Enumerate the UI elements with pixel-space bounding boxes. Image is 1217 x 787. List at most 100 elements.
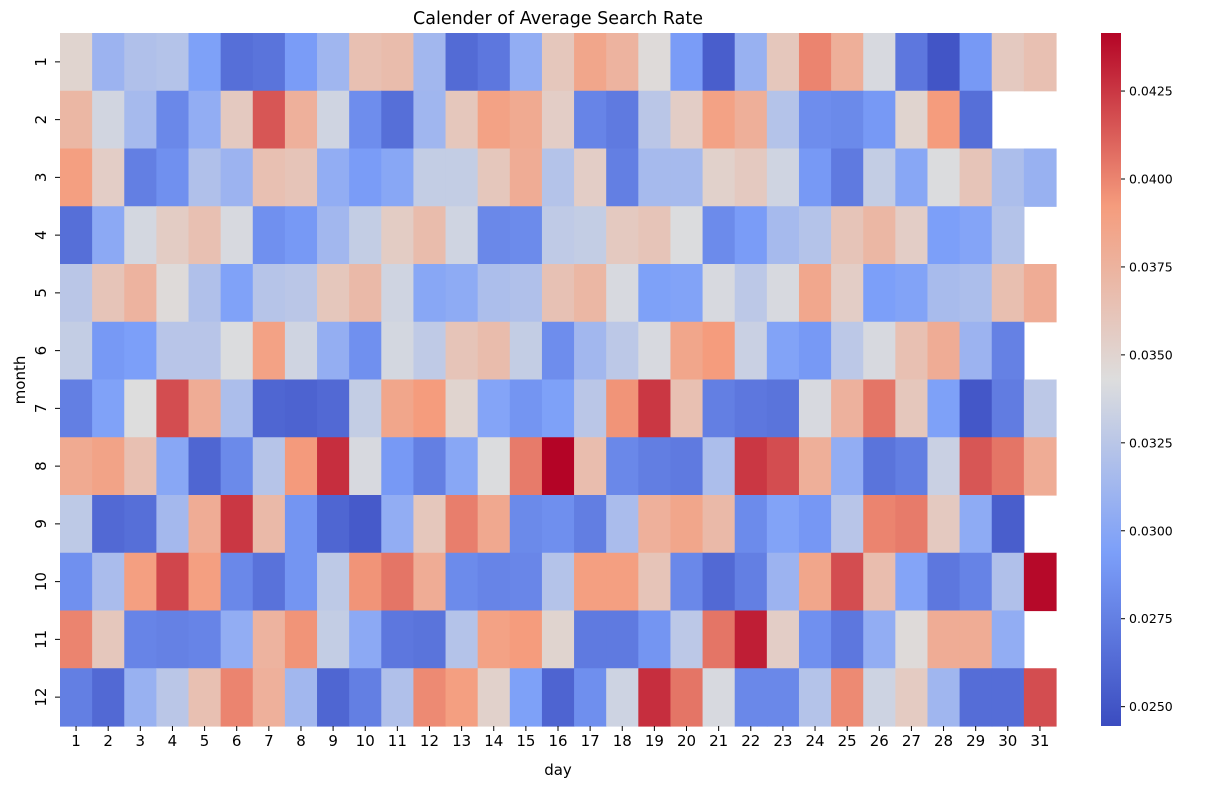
heatmap-cell <box>734 495 768 554</box>
heatmap-cell <box>541 148 575 207</box>
heatmap-cell <box>349 552 382 612</box>
heatmap-cell <box>574 437 607 496</box>
heatmap-cell <box>381 495 415 554</box>
heatmap-cell <box>1023 552 1057 612</box>
heatmap-cell <box>381 437 415 496</box>
heatmap-cell <box>606 206 639 265</box>
heatmap-cell <box>638 495 672 554</box>
heatmap-cell <box>60 552 93 612</box>
heatmap-cell <box>1023 379 1057 438</box>
heatmap-cell <box>638 321 672 381</box>
heatmap-cell <box>638 90 672 150</box>
heatmap-cell <box>1023 148 1057 207</box>
colorbar-tick-label: 0.0375 <box>1129 259 1173 274</box>
heatmap-cell <box>574 552 607 612</box>
heatmap-cell <box>670 33 704 92</box>
heatmap-cell <box>766 437 800 496</box>
x-tick-label: 25 <box>838 732 857 750</box>
heatmap-cell <box>541 33 575 92</box>
heatmap-cell <box>798 206 832 265</box>
heatmap-cell <box>317 495 350 554</box>
heatmap-cell <box>349 668 382 727</box>
heatmap-cell <box>220 33 254 92</box>
heatmap-cell <box>766 33 800 92</box>
heatmap-cell <box>959 437 993 496</box>
heatmap-cell <box>895 264 929 323</box>
y-tick-label: 9 <box>32 519 50 529</box>
heatmap-cell <box>284 264 318 323</box>
heatmap-cell <box>831 379 864 438</box>
heatmap-cell <box>284 610 318 669</box>
heatmap-cell <box>541 90 575 150</box>
heatmap-cell <box>349 90 382 150</box>
heatmap-cell <box>156 321 190 381</box>
heatmap-cell <box>60 379 93 438</box>
heatmap-cell <box>92 33 125 92</box>
heatmap-cell <box>60 437 93 496</box>
heatmap-cell <box>606 552 639 612</box>
y-tick-label: 7 <box>32 404 50 414</box>
y-tick-label: 12 <box>32 688 50 707</box>
heatmap-cell <box>895 379 929 438</box>
heatmap-cell <box>670 610 704 669</box>
heatmap-cell <box>734 437 768 496</box>
heatmap-cell <box>798 495 832 554</box>
heatmap-cell <box>670 264 704 323</box>
heatmap-cell <box>284 668 318 727</box>
heatmap-cell <box>252 437 286 496</box>
heatmap-cell <box>252 668 286 727</box>
heatmap-cell <box>798 379 832 438</box>
heatmap-cell <box>895 148 929 207</box>
heatmap-cell <box>349 321 382 381</box>
heatmap-cell <box>349 379 382 438</box>
heatmap-cell <box>991 321 1025 381</box>
heatmap-cell <box>413 264 447 323</box>
heatmap-cell <box>606 495 639 554</box>
heatmap-cell <box>798 264 832 323</box>
heatmap-cell <box>927 552 961 612</box>
heatmap-cell <box>702 321 736 381</box>
heatmap-cell <box>606 90 639 150</box>
heatmap-cell <box>798 552 832 612</box>
heatmap-cell <box>541 437 575 496</box>
heatmap-cell <box>574 379 607 438</box>
y-tick-label: 6 <box>32 346 50 356</box>
heatmap-cell <box>831 90 864 150</box>
x-tick-label: 14 <box>484 732 503 750</box>
heatmap-cell <box>574 668 607 727</box>
heatmap-cell <box>606 33 639 92</box>
heatmap-cell <box>60 668 93 727</box>
heatmap-cell <box>766 90 800 150</box>
heatmap-cell <box>766 552 800 612</box>
heatmap-cell <box>188 148 222 207</box>
heatmap-cell <box>509 206 543 265</box>
heatmap-cell <box>188 495 222 554</box>
heatmap-cell <box>734 552 768 612</box>
heatmap-cell <box>798 321 832 381</box>
heatmap-cell <box>574 33 607 92</box>
heatmap-cell <box>445 90 479 150</box>
heatmap-cell <box>124 321 157 381</box>
heatmap-cell <box>766 206 800 265</box>
heatmap-cell <box>477 552 511 612</box>
heatmap-cell <box>317 264 350 323</box>
heatmap-cell <box>60 206 93 265</box>
heatmap-cell <box>574 148 607 207</box>
heatmap-cell <box>252 264 286 323</box>
heatmap-cell <box>445 206 479 265</box>
heatmap-cell <box>60 148 93 207</box>
heatmap-cell <box>60 33 93 92</box>
heatmap-cell <box>670 206 704 265</box>
heatmap-cell <box>638 437 672 496</box>
colorbar: 0.0250 0.0275 0.0300 0.0325 0.0350 0.0375 0.04… <box>1101 33 1173 726</box>
heatmap-cell <box>252 206 286 265</box>
heatmap-cell <box>413 148 447 207</box>
heatmap-cell <box>188 206 222 265</box>
heatmap-cell <box>124 610 157 669</box>
heatmap-cell <box>156 90 190 150</box>
x-tick-label: 5 <box>200 732 210 750</box>
heatmap-cell <box>670 90 704 150</box>
heatmap-cell <box>252 495 286 554</box>
heatmap-cell <box>92 206 125 265</box>
